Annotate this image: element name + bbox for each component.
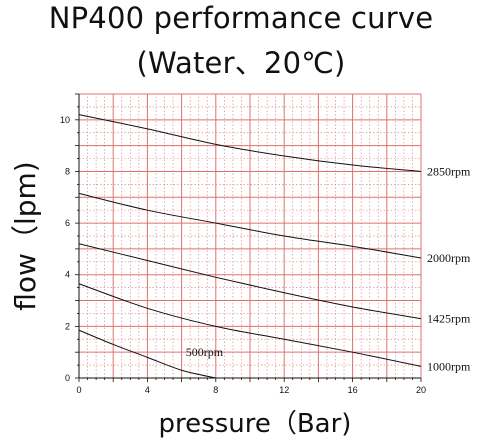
y-tick-label: 8 <box>65 166 70 176</box>
series-label-2850rpm: 2850rpm <box>427 164 471 178</box>
y-tick-label: 6 <box>65 218 70 228</box>
series-line-2000rpm <box>78 192 422 259</box>
series-label-1000rpm: 1000rpm <box>427 359 471 373</box>
series-label-1425rpm: 1425rpm <box>427 312 471 326</box>
y-tick-label: 0 <box>65 373 70 383</box>
x-tick-label: 20 <box>416 385 426 395</box>
x-axis-label: pressure（Bar) <box>158 409 352 439</box>
x-tick-label: 16 <box>348 385 358 395</box>
y-tick-label: 2 <box>65 321 70 331</box>
grid-minor <box>79 94 421 378</box>
x-tick-label: 12 <box>279 385 289 395</box>
tick-labels: 0 4 8 12 16 20 0 2 4 6 8 10 <box>60 115 426 395</box>
axes <box>75 93 422 382</box>
x-tick-label: 8 <box>213 385 218 395</box>
series-label-500rpm: 500rpm <box>186 345 224 359</box>
x-tick-label: 4 <box>145 385 150 395</box>
series-line-1425rpm <box>78 243 422 320</box>
chart-title: NP400 performance curve <box>48 1 434 35</box>
series-line-2850rpm <box>78 114 422 172</box>
series-labels: 2850rpm 2000rpm 1425rpm 1000rpm 500rpm <box>186 164 471 373</box>
x-tick-label: 0 <box>76 385 81 395</box>
chart-subtitle: (Water、20℃) <box>136 46 346 80</box>
series-lines <box>78 114 422 379</box>
series-line-500rpm <box>78 329 216 379</box>
y-tick-label: 4 <box>65 270 70 280</box>
series-label-2000rpm: 2000rpm <box>427 251 471 265</box>
series-line-1000rpm <box>78 283 422 367</box>
y-tick-label: 10 <box>60 115 70 125</box>
y-axis-label: flow（lpm) <box>9 161 42 311</box>
